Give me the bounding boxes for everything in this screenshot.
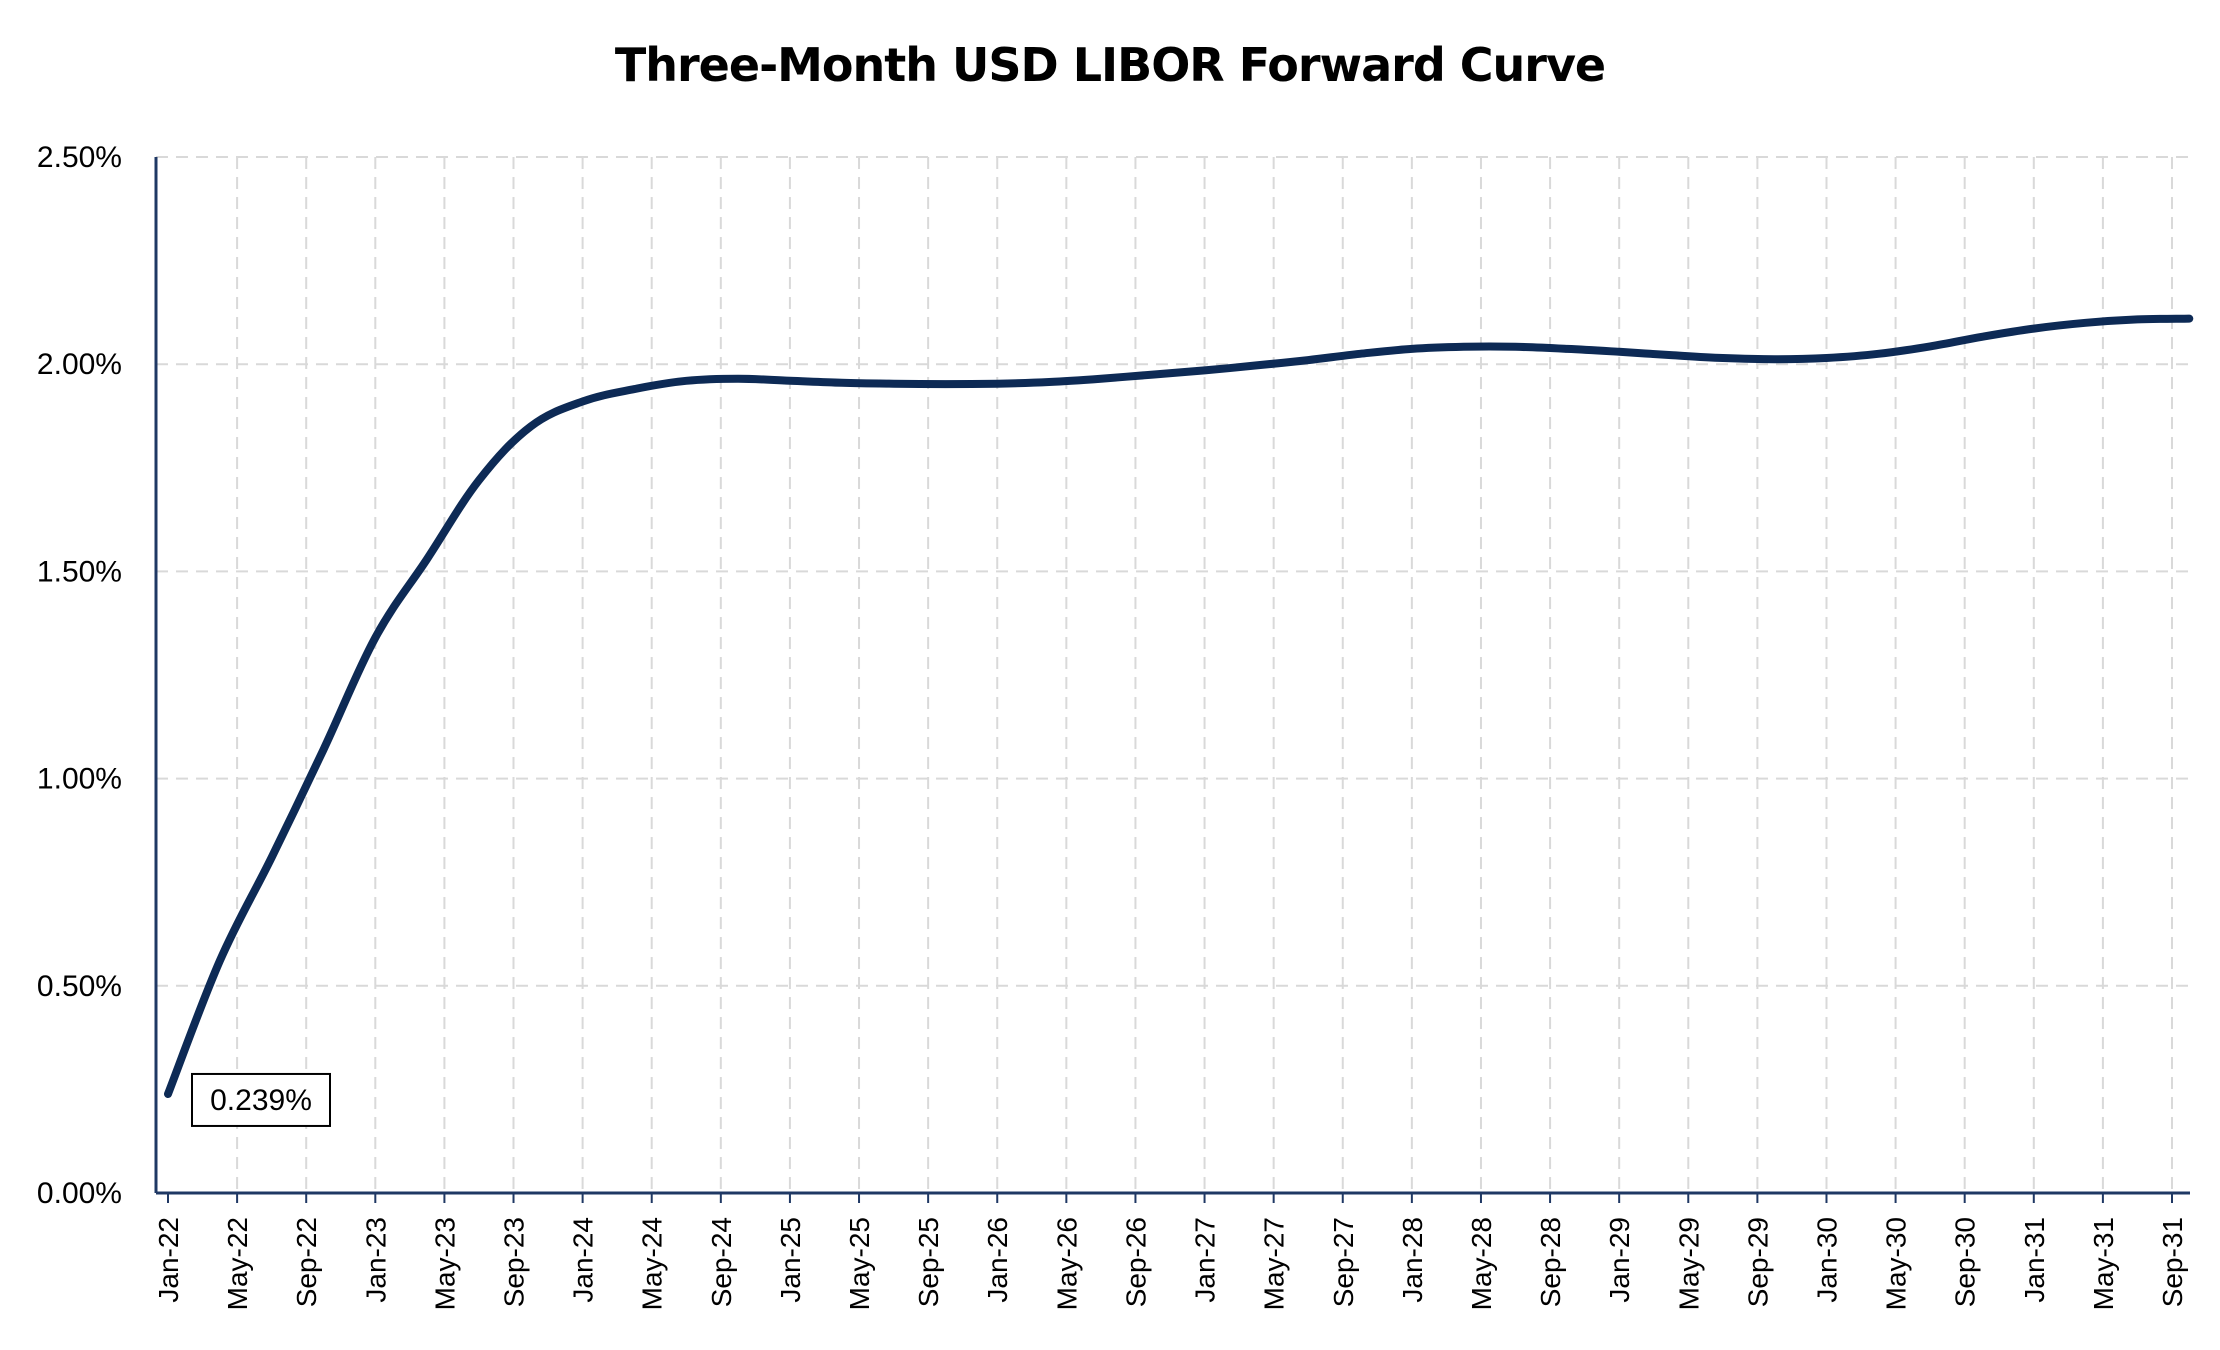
series-layer — [164, 314, 2194, 1098]
data-point — [893, 383, 894, 384]
data-point — [1411, 348, 1412, 349]
data-point — [478, 480, 479, 481]
x-axis-tick-labels: Jan-22 May-22 Sep-22 Jan-23 May-23 Sep-23 Jan-… — [153, 1217, 2188, 1310]
data-point — [1981, 336, 1982, 337]
data-point — [1878, 353, 1879, 354]
x-tick-label: May-28 — [1466, 1217, 1497, 1310]
data-point — [634, 389, 635, 390]
data-point — [997, 383, 998, 384]
x-tick-label: May-25 — [844, 1217, 875, 1310]
x-tick-label: Jan-30 — [1811, 1217, 1842, 1303]
y-axis-tick-labels: 0.00% 0.50% 1.00% 1.50% 2.00% 2.50% — [37, 141, 122, 1210]
data-point — [1360, 353, 1361, 354]
data-point — [1671, 355, 1672, 356]
x-tick-label: Sep-26 — [1120, 1217, 1151, 1307]
data-point — [1930, 346, 1931, 347]
x-tick-label: Sep-23 — [499, 1217, 530, 1307]
data-point — [1826, 357, 1827, 358]
data-point — [1308, 360, 1309, 361]
y-tick-label: 0.50% — [37, 970, 122, 1003]
x-tick-label: May-30 — [1881, 1217, 1912, 1310]
x-tick-label: May-22 — [222, 1217, 253, 1310]
x-tick-label: Sep-27 — [1328, 1217, 1359, 1307]
x-tick-label: Jan-22 — [153, 1217, 184, 1303]
data-point — [2033, 328, 2034, 329]
data-point — [841, 382, 842, 383]
data-point — [1567, 348, 1568, 349]
y-tick-label: 1.00% — [37, 763, 122, 796]
axes — [154, 157, 2190, 1203]
data-point — [2189, 318, 2190, 319]
data-point — [582, 401, 583, 402]
data-point — [1774, 359, 1775, 360]
chart-title: Three-Month USD LIBOR Forward Curve — [614, 38, 1606, 92]
data-point — [1256, 365, 1257, 366]
x-tick-label: Jan-28 — [1397, 1217, 1428, 1303]
x-tick-label: Jan-31 — [2019, 1217, 2050, 1303]
x-tick-label: Sep-29 — [1742, 1217, 1773, 1307]
x-tick-label: May-27 — [1259, 1217, 1290, 1310]
x-tick-label: Jan-24 — [568, 1217, 599, 1303]
data-point — [530, 426, 531, 427]
data-point — [1515, 346, 1516, 347]
data-point — [323, 749, 324, 750]
data-point — [1100, 378, 1101, 379]
data-label-box — [191, 1072, 331, 1127]
x-tick-label: Jan-23 — [360, 1217, 391, 1303]
data-point — [2137, 319, 2138, 320]
x-tick-label: Jan-29 — [1604, 1217, 1635, 1303]
data-point — [375, 637, 376, 638]
x-tick-label: Jan-26 — [982, 1217, 1013, 1303]
y-tick-label: 2.50% — [37, 141, 122, 174]
x-tick-label: May-24 — [637, 1217, 668, 1310]
data-point — [1049, 382, 1050, 383]
data-point — [789, 380, 790, 381]
x-tick-label: May-29 — [1673, 1217, 1704, 1310]
data-point — [168, 1093, 169, 1094]
x-tick-label: Jan-25 — [775, 1217, 806, 1303]
data-point — [1204, 370, 1205, 371]
data-label: 0.239% — [210, 1084, 312, 1117]
data-point — [1619, 351, 1620, 352]
data-point — [945, 384, 946, 385]
x-tick-label: May-26 — [1051, 1217, 1082, 1310]
x-tick-label: Sep-22 — [291, 1217, 322, 1307]
data-point — [738, 378, 739, 379]
x-tick-label: May-23 — [429, 1217, 460, 1310]
data-point — [427, 558, 428, 559]
y-tick-label: 1.50% — [37, 555, 122, 588]
x-tick-label: May-31 — [2088, 1217, 2119, 1310]
y-tick-label: 0.00% — [37, 1177, 122, 1210]
data-point — [686, 380, 687, 381]
x-tick-label: Sep-28 — [1535, 1217, 1566, 1307]
data-point — [1463, 346, 1464, 347]
x-tick-label: Sep-31 — [2157, 1217, 2188, 1307]
series-line — [164, 314, 2194, 1098]
data-label-layer: 0.239% — [191, 1072, 331, 1127]
x-tick-label: Sep-25 — [913, 1217, 944, 1307]
x-tick-label: Sep-24 — [706, 1217, 737, 1307]
y-tick-label: 2.00% — [37, 348, 122, 381]
data-point — [1722, 357, 1723, 358]
x-tick-label: Sep-30 — [1950, 1217, 1981, 1307]
gridlines — [156, 156, 2190, 1193]
data-point — [2085, 322, 2086, 323]
data-point — [271, 857, 272, 858]
data-point — [1152, 374, 1153, 375]
x-tick-label: Jan-27 — [1190, 1217, 1221, 1303]
data-point — [219, 960, 220, 961]
